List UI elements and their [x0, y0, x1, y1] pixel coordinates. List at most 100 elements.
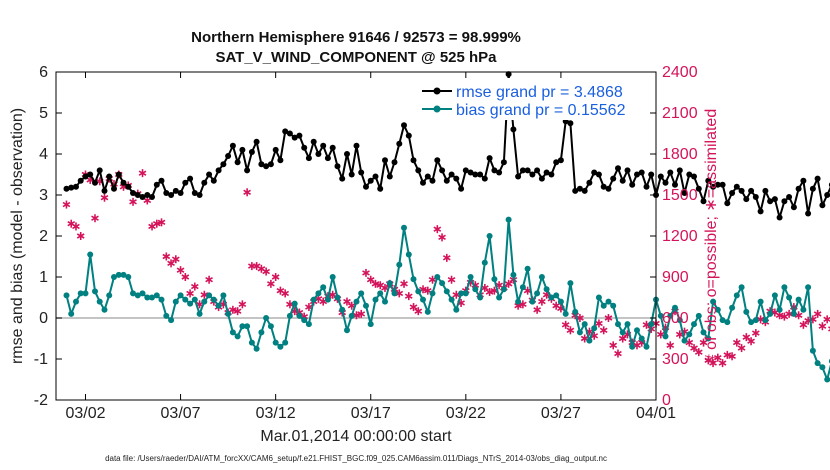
bias-point	[591, 325, 598, 332]
rmse-point	[73, 183, 79, 190]
bias-point	[396, 261, 403, 268]
obs-point	[561, 320, 570, 329]
rmse-point	[420, 179, 426, 186]
bias-point	[443, 288, 450, 295]
rmse-point	[771, 196, 778, 203]
rmse-point	[729, 190, 736, 196]
rmse-point	[282, 128, 289, 135]
rmse-point	[443, 177, 450, 184]
bias-point	[120, 271, 127, 278]
bias-point	[386, 280, 393, 287]
bias-point	[595, 294, 602, 301]
obs-point	[67, 219, 76, 228]
obs-point	[257, 264, 266, 273]
obs-point	[157, 218, 166, 227]
obs-point	[271, 273, 280, 281]
rmse-point	[244, 167, 251, 174]
rmse-point	[486, 155, 493, 162]
left-tick-label: -2	[34, 392, 48, 409]
x-tick-label: 03/27	[541, 405, 581, 422]
bias-point	[486, 233, 493, 239]
obs-point	[409, 303, 418, 312]
obs-point	[742, 333, 751, 342]
rmse-series	[63, 71, 830, 221]
rmse-point	[348, 171, 355, 178]
rmse-point	[610, 175, 617, 182]
rmse-point	[662, 179, 669, 186]
rmse-point	[101, 187, 108, 194]
bias-point	[267, 323, 274, 330]
obs-point	[190, 282, 199, 291]
obs-point	[618, 334, 627, 343]
obs-point	[723, 350, 732, 359]
bias-point	[519, 284, 526, 291]
rmse-point	[324, 155, 331, 162]
rmse-point	[115, 171, 122, 178]
right-tick-label: 2100	[662, 105, 698, 122]
bias-point	[92, 288, 98, 295]
bias-point	[605, 298, 612, 305]
obs-point	[538, 297, 546, 306]
rmse-point	[120, 179, 127, 186]
bias-point	[291, 300, 298, 307]
obs-point	[186, 289, 194, 298]
bias-point	[329, 274, 336, 280]
obs-point	[442, 253, 451, 262]
bias-point	[634, 327, 640, 334]
rmse-point	[396, 140, 403, 147]
bias-point	[648, 321, 655, 328]
bias-point	[339, 306, 346, 313]
bias-point	[106, 292, 113, 299]
rmse-point	[92, 179, 98, 186]
rmse-point	[800, 177, 807, 184]
bias-point	[130, 290, 136, 297]
bias-point	[790, 310, 797, 317]
bias-point	[68, 310, 75, 317]
obs-point	[233, 307, 242, 316]
bias-point	[695, 312, 702, 319]
obs-point	[751, 329, 760, 338]
bias-point	[458, 290, 465, 297]
bias-point	[710, 298, 717, 305]
bias-point	[201, 298, 208, 305]
bias-point	[557, 298, 564, 305]
rmse-point	[624, 167, 631, 174]
obs-point	[533, 305, 542, 314]
bias-point	[615, 321, 621, 328]
rmse-point	[710, 183, 717, 190]
legend-bias-label: bias grand pr = 0.15562	[456, 102, 626, 119]
rmse-point	[172, 187, 179, 194]
obs-point	[447, 275, 456, 284]
bias-point	[315, 290, 322, 297]
bias-point	[196, 310, 203, 317]
bias-point	[733, 292, 740, 299]
obs-point	[76, 232, 85, 240]
rmse-point	[600, 183, 607, 190]
rmse-point	[714, 181, 721, 188]
bias-point	[662, 333, 669, 340]
bias-point	[781, 284, 788, 291]
bias-point	[229, 329, 236, 336]
obs-point	[138, 169, 147, 178]
obs-point	[72, 222, 80, 231]
bias-point	[344, 327, 350, 334]
bias-point	[629, 343, 636, 350]
right-tick-label: 2400	[662, 64, 698, 81]
rmse-point	[68, 184, 75, 191]
rmse-point	[548, 171, 555, 178]
right-tick-label: 1200	[662, 228, 698, 245]
bias-point	[272, 339, 279, 346]
bias-point	[576, 329, 583, 336]
rmse-point	[386, 173, 393, 180]
obs-point	[747, 337, 755, 346]
bias-point	[434, 274, 441, 280]
rmse-point	[638, 169, 645, 176]
bias-point	[263, 315, 270, 321]
bias-point	[719, 317, 726, 324]
left-tick-label: 6	[39, 64, 48, 81]
plot-area	[56, 71, 830, 383]
left-tick-label: 0	[39, 310, 48, 327]
rmse-point	[163, 190, 170, 196]
bias-point	[225, 310, 232, 317]
bias-point	[477, 294, 484, 301]
